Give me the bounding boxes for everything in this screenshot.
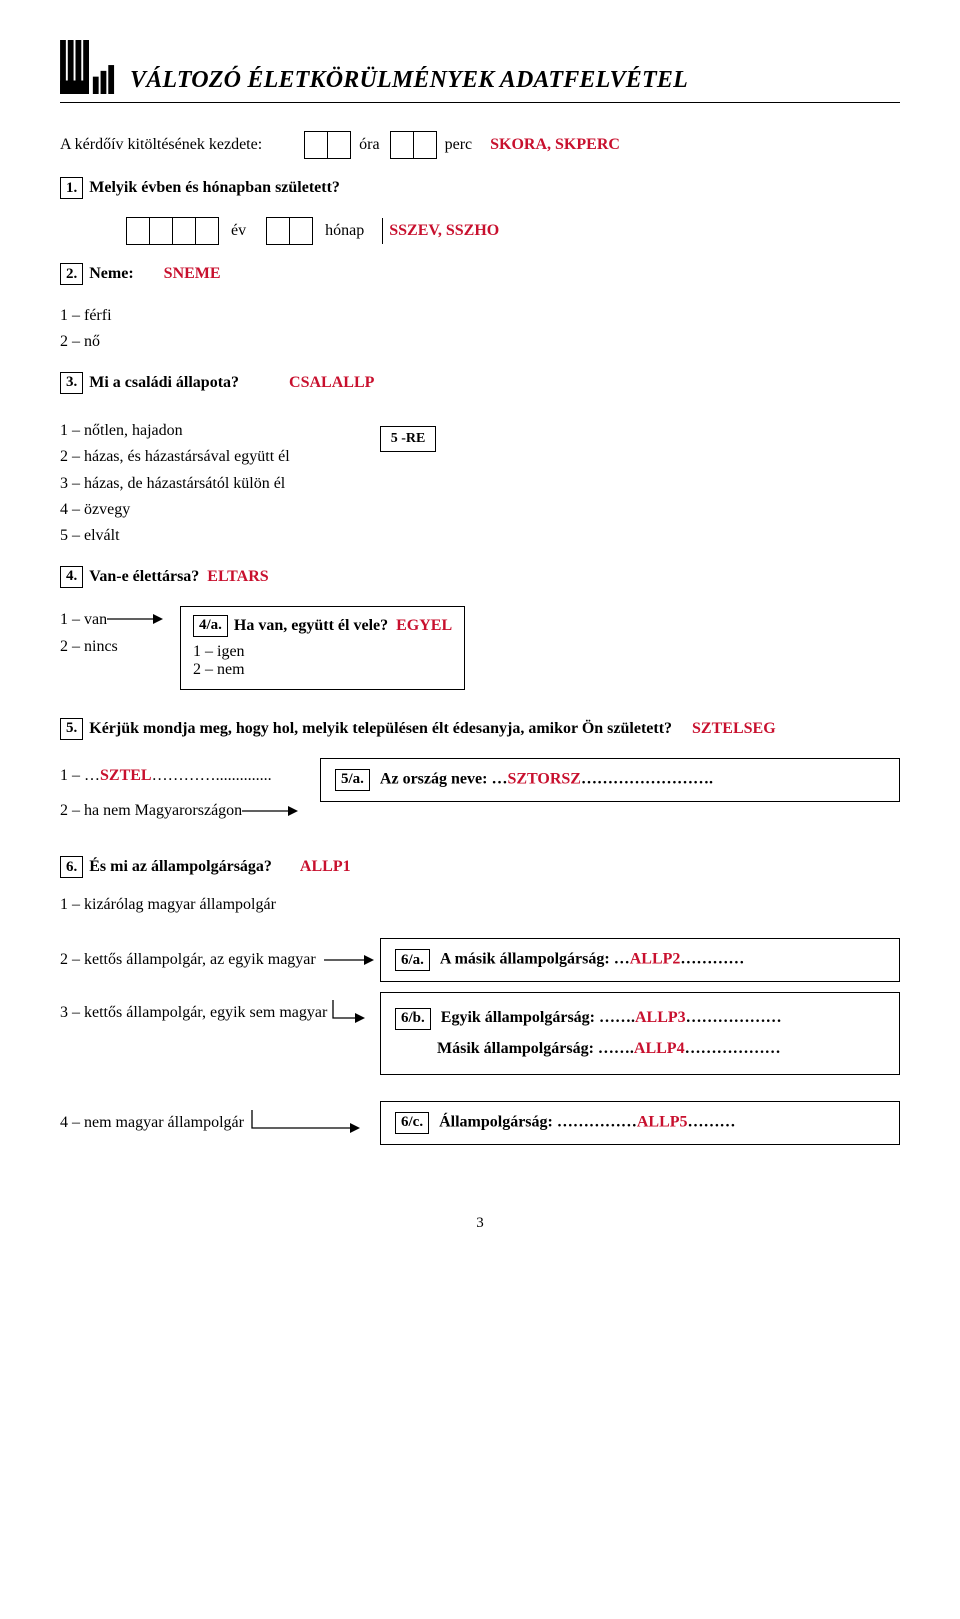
q6a-row: 2 – kettős állampolgár, az egyik magyar … — [60, 938, 900, 982]
start-time-row: A kérdőív kitöltésének kezdete: óra perc… — [60, 131, 900, 159]
page-title: VÁLTOZÓ ÉLETKÖRÜLMÉNYEK ADATFELVÉTEL — [130, 67, 688, 94]
q3-skip-box: 5 -RE — [380, 426, 437, 452]
q6b-row: 3 – kettős állampolgár, egyik sem magyar… — [60, 992, 900, 1075]
month-label: hónap — [325, 222, 364, 240]
month-cells[interactable] — [266, 217, 313, 245]
hand-logo-icon — [60, 40, 118, 94]
q3-opt-3: 3 – házas, de házastársától külön él — [60, 471, 290, 497]
q5-text: Kérjük mondja meg, hogy hol, melyik tele… — [89, 720, 672, 738]
hour-cells[interactable] — [304, 131, 351, 159]
q4-options: 1 – van 2 – nincs — [60, 606, 170, 660]
q4-block: 1 – van 2 – nincs 4/a. Ha van, együtt él… — [60, 606, 900, 690]
q2-text: Neme: — [89, 265, 133, 283]
q4-text: Van-e élettársa? — [89, 568, 199, 586]
q6c-number: 6/c. — [395, 1112, 429, 1134]
arrow-right-icon — [107, 612, 163, 626]
q5-sub-box: 5/a. Az ország neve: …SZTORSZ……………………. — [320, 758, 900, 802]
q2-row: 2. Neme: SNEME — [60, 263, 900, 285]
minute-label: perc — [445, 136, 473, 154]
page-header: VÁLTOZÓ ÉLETKÖRÜLMÉNYEK ADATFELVÉTEL — [60, 40, 900, 103]
q4-sub-box: 4/a. Ha van, együtt él vele? EGYEL 1 – i… — [180, 606, 465, 690]
arrow-down-right-icon — [250, 1108, 360, 1138]
q5a-text: Az ország neve: …SZTORSZ……………………. — [380, 770, 713, 787]
minute-cells[interactable] — [390, 131, 437, 159]
q4a-code: EGYEL — [396, 617, 452, 635]
q6a-text: A másik állampolgárság: …ALLP2………… — [440, 951, 744, 968]
q3-options: 1 – nőtlen, hajadon 2 – házas, és házast… — [60, 418, 290, 550]
q5-opt-2: 2 – ha nem Magyarországon — [60, 793, 242, 828]
q6-opt-4: 4 – nem magyar állampolgár — [60, 1114, 244, 1132]
q5-code: SZTELSEG — [692, 720, 776, 738]
q4-opt-1: 1 – van — [60, 606, 107, 633]
q2-options: 1 – férfi 2 – nő — [60, 303, 900, 356]
q3-opt-2: 2 – házas, és házastársával együtt él — [60, 444, 290, 470]
q4-opt-2: 2 – nincs — [60, 633, 170, 660]
q6-row: 6. És mi az állampolgársága? ALLP1 — [60, 856, 900, 878]
q3-row: 3. Mi a családi állapota? CSALALLP — [60, 372, 900, 394]
q6-opt-1: 1 – kizárólag magyar állampolgár — [60, 896, 900, 914]
q6-number: 6. — [60, 856, 83, 878]
q4a-opt-1: 1 – igen — [193, 643, 452, 661]
q3-number: 3. — [60, 372, 83, 394]
year-label: év — [231, 222, 246, 240]
q4-number: 4. — [60, 566, 83, 588]
q4a-opt-2: 2 – nem — [193, 661, 452, 679]
q3-code: CSALALLP — [289, 374, 374, 392]
q2-opt-1: 1 – férfi — [60, 303, 900, 329]
start-code: SKORA, SKPERC — [490, 136, 620, 154]
q3-opt-5: 5 – elvált — [60, 523, 290, 549]
q6-opt-2: 2 – kettős állampolgár, az egyik magyar — [60, 951, 316, 969]
q4a-number: 4/a. — [193, 615, 228, 637]
q6-code: ALLP1 — [300, 858, 351, 876]
q6a-number: 6/a. — [395, 949, 430, 971]
q6b-box: 6/b. Egyik állampolgárság: …….ALLP3……………… — [380, 992, 900, 1075]
q2-number: 2. — [60, 263, 83, 285]
q3-text: Mi a családi állapota? — [89, 374, 239, 392]
q5-opt-1: 1 – …SZTEL………….............. — [60, 758, 320, 793]
start-label: A kérdőív kitöltésének kezdete: — [60, 136, 262, 154]
q6a-box: 6/a. A másik állampolgárság: …ALLP2………… — [380, 938, 900, 982]
q5-block: 1 – …SZTEL………….............. 2 – ha nem … — [60, 758, 900, 828]
q1-number: 1. — [60, 177, 83, 199]
q4-row: 4. Van-e élettársa? ELTARS — [60, 566, 900, 588]
q4a-text: Ha van, együtt él vele? — [234, 617, 388, 635]
arrow-right-icon — [324, 953, 374, 967]
year-cells[interactable] — [126, 217, 219, 245]
q4-code: ELTARS — [207, 568, 268, 586]
arrow-right-icon — [242, 804, 298, 818]
q2-code: SNEME — [164, 265, 221, 283]
q3-block: 1 – nőtlen, hajadon 2 – házas, és házast… — [60, 412, 900, 566]
q6b-number: 6/b. — [395, 1008, 431, 1030]
q3-opt-4: 4 – özvegy — [60, 497, 290, 523]
q6c-box: 6/c. Állampolgárság: ……………ALLP5……… — [380, 1101, 900, 1145]
q5-number: 5. — [60, 718, 83, 740]
q6c-text: Állampolgárság: ……………ALLP5……… — [439, 1113, 735, 1130]
page-number: 3 — [60, 1215, 900, 1232]
q1-row: 1. Melyik évben és hónapban született? — [60, 177, 900, 199]
arrow-down-right-icon — [331, 998, 365, 1028]
hour-label: óra — [359, 136, 379, 154]
q3-opt-1: 1 – nőtlen, hajadon — [60, 418, 290, 444]
q6c-row: 4 – nem magyar állampolgár 6/c. Állampol… — [60, 1101, 900, 1145]
q6-text: És mi az állampolgársága? — [89, 858, 272, 876]
q5-row: 5. Kérjük mondja meg, hogy hol, melyik t… — [60, 718, 900, 740]
q5a-number: 5/a. — [335, 769, 370, 791]
q1-text: Melyik évben és hónapban született? — [89, 179, 340, 197]
q6-opt-3: 3 – kettős állampolgár, egyik sem magyar — [60, 1004, 327, 1022]
q1-code: SSZEV, SSZHO — [389, 222, 499, 240]
q2-opt-2: 2 – nő — [60, 329, 900, 355]
q1-input-row: év hónap SSZEV, SSZHO — [120, 217, 900, 245]
